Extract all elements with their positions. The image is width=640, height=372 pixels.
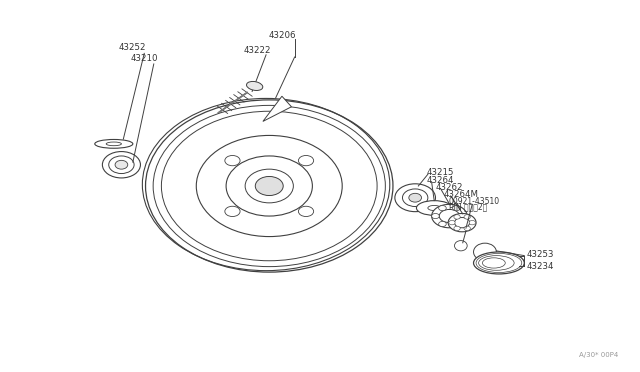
Ellipse shape [431, 214, 439, 219]
Ellipse shape [196, 135, 342, 237]
Ellipse shape [431, 204, 467, 228]
Ellipse shape [464, 226, 470, 231]
Ellipse shape [452, 221, 460, 227]
Ellipse shape [460, 214, 467, 219]
Text: 43252: 43252 [118, 43, 146, 52]
Ellipse shape [438, 221, 446, 227]
Ellipse shape [454, 215, 460, 219]
Text: 43210: 43210 [131, 54, 159, 63]
Ellipse shape [298, 155, 314, 166]
Text: 43215: 43215 [427, 167, 454, 177]
Ellipse shape [298, 206, 314, 217]
Ellipse shape [403, 189, 428, 206]
Text: 00921-43510: 00921-43510 [449, 197, 500, 206]
Text: 43253: 43253 [527, 250, 554, 259]
Ellipse shape [225, 155, 240, 166]
Text: 43206: 43206 [268, 31, 296, 39]
Ellipse shape [452, 206, 460, 211]
Ellipse shape [409, 193, 422, 202]
Polygon shape [263, 96, 291, 121]
Text: 43264M: 43264M [444, 190, 479, 199]
Ellipse shape [449, 221, 455, 225]
Ellipse shape [255, 176, 284, 196]
Ellipse shape [464, 215, 470, 219]
Text: 43264: 43264 [427, 176, 454, 185]
Ellipse shape [428, 205, 440, 211]
Ellipse shape [246, 81, 263, 90]
Ellipse shape [102, 151, 140, 178]
Ellipse shape [454, 218, 470, 228]
Text: 43262: 43262 [435, 183, 463, 192]
Ellipse shape [95, 140, 133, 148]
Text: PIN ピン〈2〉: PIN ピン〈2〉 [449, 202, 487, 211]
Ellipse shape [226, 156, 312, 216]
Text: 43234: 43234 [527, 262, 554, 271]
Ellipse shape [395, 184, 435, 212]
Ellipse shape [245, 169, 293, 203]
Ellipse shape [448, 214, 476, 232]
Ellipse shape [115, 160, 128, 169]
Ellipse shape [106, 142, 122, 146]
Ellipse shape [439, 209, 460, 223]
Ellipse shape [474, 243, 497, 261]
Text: A/30* 00P4: A/30* 00P4 [579, 352, 618, 358]
Ellipse shape [474, 252, 524, 274]
Ellipse shape [417, 201, 452, 215]
Text: 43222: 43222 [244, 46, 271, 55]
Ellipse shape [454, 226, 460, 231]
Ellipse shape [454, 241, 467, 251]
Ellipse shape [438, 206, 446, 211]
Ellipse shape [225, 206, 240, 217]
Ellipse shape [469, 221, 476, 225]
Ellipse shape [109, 156, 134, 174]
